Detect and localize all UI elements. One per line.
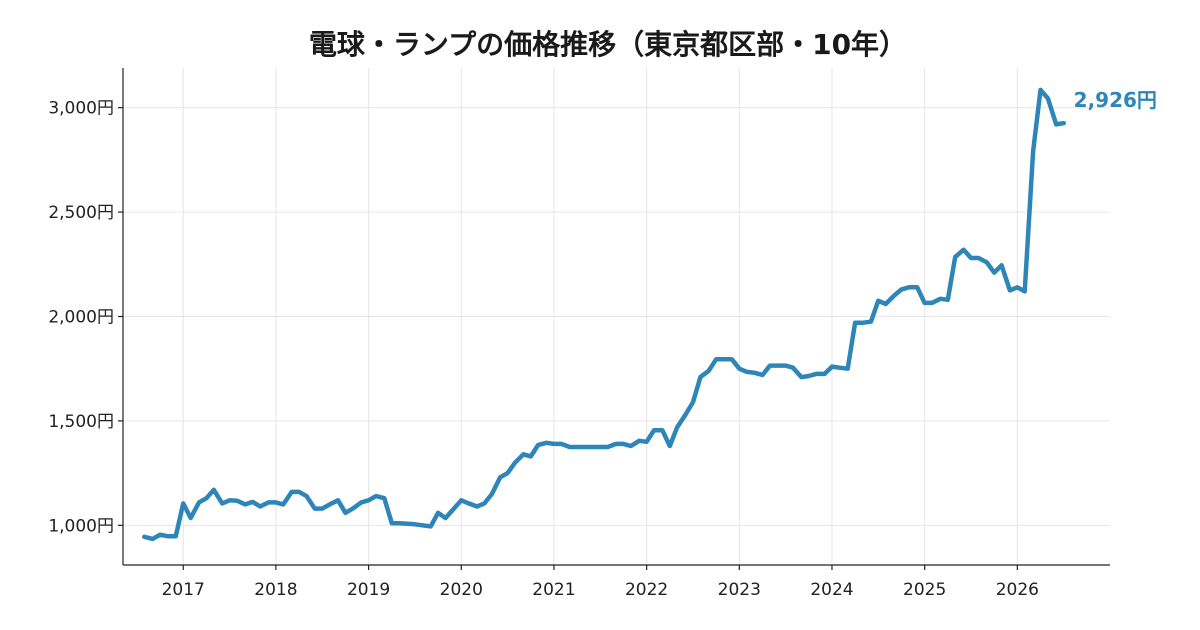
y-tick-label: 1,500円	[48, 412, 114, 432]
end-value-label: 2,926円	[1074, 88, 1157, 112]
y-tick-label: 3,000円	[48, 99, 114, 119]
series-layer	[142, 87, 1066, 542]
series-line	[142, 87, 1066, 542]
y-tick-label: 2,500円	[48, 203, 114, 223]
end-label-layer: 2,926円	[1074, 88, 1157, 112]
gridlines	[123, 68, 1110, 565]
y-tick-label: 2,000円	[48, 308, 114, 328]
x-tick-label: 2024	[810, 580, 853, 600]
chart-title: 電球・ランプの価格推移（東京都区部・10年）	[309, 28, 907, 61]
x-tick-label: 2018	[254, 580, 297, 600]
x-tick-label: 2026	[996, 580, 1039, 600]
x-tick-label: 2022	[625, 580, 668, 600]
x-tick-label: 2025	[903, 580, 946, 600]
y-axis-ticks: 1,000円 1,500円 2,000円 2,500円 3,000円	[48, 99, 123, 536]
x-tick-label: 2023	[718, 580, 761, 600]
x-tick-label: 2019	[347, 580, 390, 600]
x-tick-label: 2021	[532, 580, 575, 600]
y-tick-label: 1,000円	[48, 516, 114, 536]
x-tick-label: 2017	[162, 580, 205, 600]
x-tick-label: 2020	[440, 580, 483, 600]
x-axis-ticks: 2017 2018 2019 2020 2021 2022 2023 2024 2025 2026	[162, 565, 1039, 600]
